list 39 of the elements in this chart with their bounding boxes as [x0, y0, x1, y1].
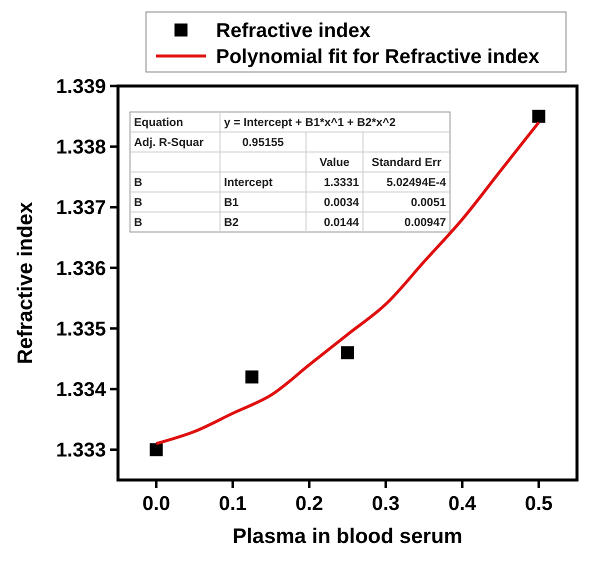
y-tick-label: 1.334 [56, 379, 107, 402]
annotation: 0.0034 [324, 197, 360, 209]
annotation: B2 [224, 217, 239, 229]
y-tick-label: 1.333 [56, 440, 106, 462]
point [150, 443, 163, 456]
annotation: B [134, 217, 142, 229]
y-tick-label: 1.339 [56, 76, 106, 98]
annotation: Adj. R-Squar [134, 137, 204, 149]
annotation: B1 [224, 197, 240, 209]
annotation: Intercept [224, 177, 273, 189]
point [532, 110, 546, 123]
legend-label: Refractive index [216, 20, 371, 42]
annotation: 0.0051 [410, 197, 447, 209]
annotation: Standard Err [372, 157, 442, 169]
y-tick-label: 1.336 [56, 258, 106, 280]
annotation: 0.95155 [242, 137, 284, 149]
annotation: y = Intercept + B1*x^1 + B2*x^2 [224, 117, 396, 129]
x-tick-label: 0.0 [142, 493, 170, 515]
annotation: Equation [134, 117, 184, 129]
annotation: 1.3331 [324, 177, 360, 189]
x-tick-label: 0.2 [295, 493, 324, 515]
x-axis-title: Plasma in blood serum [232, 525, 462, 548]
y-tick-label: 1.338 [56, 136, 106, 159]
x-tick-label: 0.4 [448, 493, 478, 515]
y-tick-label: 1.335 [56, 318, 106, 340]
annotation: Value [319, 157, 350, 169]
annotation: 0.00947 [404, 217, 446, 229]
legend-label: Polynomial fit for Refractive index [216, 46, 540, 68]
annotation: 5.02494E-4 [386, 177, 447, 189]
x-tick-label: 0.5 [524, 493, 553, 515]
annotation: 0.0144 [324, 217, 360, 229]
annotation: B [134, 177, 142, 189]
y-axis-title: Refractive index [14, 202, 37, 364]
point [341, 346, 354, 360]
x-tick-label: 0.3 [372, 493, 400, 515]
y-tick-label: 1.337 [56, 197, 106, 220]
annotation: B [134, 197, 142, 209]
x-tick-label: 0.1 [218, 493, 247, 515]
point [245, 370, 258, 384]
